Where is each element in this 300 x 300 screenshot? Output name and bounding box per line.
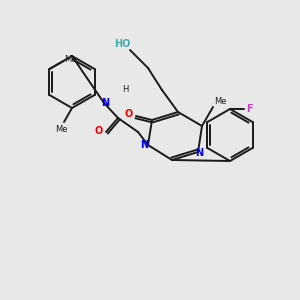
Text: Me: Me [214,98,226,106]
Text: O: O [95,126,103,136]
Text: H: H [122,85,128,94]
Text: N: N [140,140,148,150]
Text: Me: Me [55,124,67,134]
Text: O: O [125,109,133,119]
Text: F: F [246,104,252,114]
Text: Me: Me [64,56,77,64]
Text: HO: HO [114,39,130,49]
Text: N: N [101,98,109,108]
Text: N: N [195,148,203,158]
